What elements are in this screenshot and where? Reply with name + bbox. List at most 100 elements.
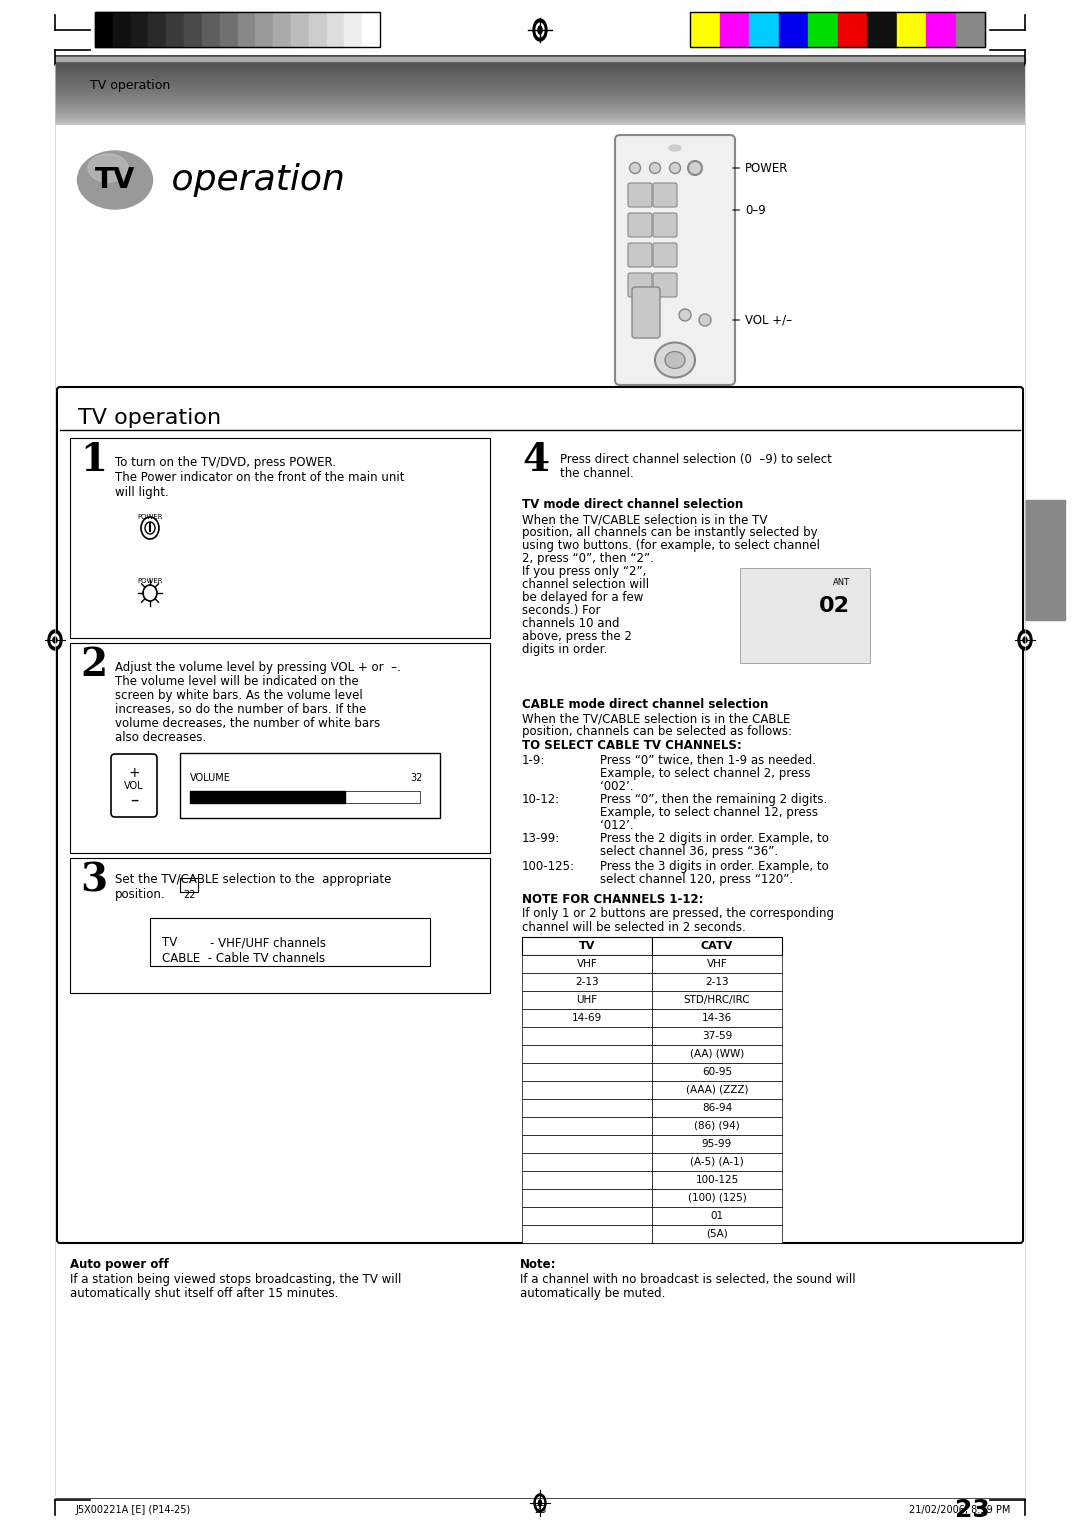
- Text: If only 1 or 2 buttons are pressed, the corresponding: If only 1 or 2 buttons are pressed, the …: [522, 908, 834, 920]
- Ellipse shape: [539, 1500, 541, 1507]
- FancyBboxPatch shape: [111, 753, 157, 817]
- Text: TO SELECT CABLE TV CHANNELS:: TO SELECT CABLE TV CHANNELS:: [522, 740, 742, 752]
- Text: VOL: VOL: [124, 781, 144, 792]
- Text: automatically shut itself off after 15 minutes.: automatically shut itself off after 15 m…: [70, 1287, 338, 1300]
- Ellipse shape: [679, 309, 691, 321]
- Text: VHF: VHF: [577, 960, 597, 969]
- Bar: [837, 12, 867, 47]
- Text: –: –: [130, 792, 138, 808]
- Text: (A-5) (A-1): (A-5) (A-1): [690, 1157, 744, 1167]
- Text: Set the TV/CABLE selection to the  appropriate: Set the TV/CABLE selection to the approp…: [114, 872, 391, 886]
- Bar: [219, 12, 238, 47]
- Bar: [190, 792, 345, 804]
- Text: TV operation: TV operation: [78, 408, 221, 428]
- Text: ‘012’.: ‘012’.: [600, 819, 634, 833]
- Text: The volume level will be indicated on the: The volume level will be indicated on th…: [114, 675, 359, 688]
- Text: screen by white bars. As the volume level: screen by white bars. As the volume leve…: [114, 689, 363, 701]
- Ellipse shape: [534, 18, 546, 41]
- Text: position, all channels can be instantly selected by: position, all channels can be instantly …: [522, 526, 818, 539]
- Text: channel selection will: channel selection will: [522, 578, 649, 591]
- Text: TV: TV: [162, 937, 177, 949]
- Text: If you press only “2”,: If you press only “2”,: [522, 565, 646, 578]
- Text: 37-59: 37-59: [702, 1031, 732, 1041]
- Bar: [690, 12, 985, 47]
- Bar: [95, 12, 112, 47]
- Ellipse shape: [669, 145, 681, 151]
- Bar: [652, 1099, 782, 1117]
- Bar: [926, 12, 956, 47]
- Bar: [652, 955, 782, 973]
- Text: the channel.: the channel.: [561, 468, 634, 480]
- Ellipse shape: [534, 1494, 546, 1513]
- Text: - VHF/UHF channels: - VHF/UHF channels: [210, 937, 326, 949]
- Bar: [522, 1135, 652, 1154]
- FancyBboxPatch shape: [653, 212, 677, 237]
- Text: 3: 3: [80, 860, 107, 898]
- Text: 1: 1: [80, 442, 107, 478]
- Text: VOL +/–: VOL +/–: [733, 313, 792, 327]
- Ellipse shape: [48, 630, 62, 649]
- Text: 0–9: 0–9: [733, 203, 766, 217]
- Text: STD/HRC/IRC: STD/HRC/IRC: [684, 995, 751, 1005]
- Text: 2: 2: [80, 646, 107, 685]
- Bar: [652, 1225, 782, 1242]
- Text: ‘002’.: ‘002’.: [600, 779, 634, 793]
- Bar: [522, 1063, 652, 1080]
- Bar: [70, 859, 490, 993]
- Text: (AAA) (ZZZ): (AAA) (ZZZ): [686, 1085, 748, 1096]
- Text: operation: operation: [160, 163, 345, 197]
- Bar: [652, 1045, 782, 1063]
- FancyBboxPatch shape: [653, 274, 677, 296]
- Bar: [522, 937, 652, 955]
- FancyBboxPatch shape: [632, 287, 660, 338]
- Text: Example, to select channel 2, press: Example, to select channel 2, press: [600, 767, 810, 779]
- Text: (5A): (5A): [706, 1229, 728, 1239]
- Bar: [808, 12, 837, 47]
- Bar: [522, 1225, 652, 1242]
- Text: (86) (94): (86) (94): [694, 1122, 740, 1131]
- FancyBboxPatch shape: [653, 183, 677, 206]
- Bar: [652, 1189, 782, 1207]
- FancyBboxPatch shape: [627, 212, 652, 237]
- Bar: [150, 918, 430, 966]
- Text: (100) (125): (100) (125): [688, 1193, 746, 1203]
- Text: POWER: POWER: [137, 578, 163, 584]
- Bar: [522, 1027, 652, 1045]
- Bar: [652, 973, 782, 992]
- Text: 01: 01: [711, 1212, 724, 1221]
- Ellipse shape: [1021, 634, 1029, 646]
- Text: 60-95: 60-95: [702, 1067, 732, 1077]
- Text: VOLUME: VOLUME: [190, 773, 231, 782]
- Ellipse shape: [53, 637, 57, 643]
- Bar: [238, 12, 255, 47]
- Text: 95-99: 95-99: [702, 1138, 732, 1149]
- Bar: [652, 1154, 782, 1170]
- Bar: [690, 12, 719, 47]
- Text: UHF: UHF: [577, 995, 597, 1005]
- Bar: [522, 955, 652, 973]
- Text: 14-36: 14-36: [702, 1013, 732, 1024]
- Bar: [255, 12, 273, 47]
- Text: Note:: Note:: [519, 1258, 556, 1271]
- Text: 100-125: 100-125: [696, 1175, 739, 1186]
- Text: volume decreases, the number of white bars: volume decreases, the number of white ba…: [114, 717, 380, 730]
- Bar: [522, 1008, 652, 1027]
- Text: 13-99:: 13-99:: [522, 833, 561, 845]
- Bar: [202, 12, 219, 47]
- Text: POWER: POWER: [733, 162, 788, 174]
- Text: above, press the 2: above, press the 2: [522, 630, 632, 643]
- Bar: [345, 12, 362, 47]
- Bar: [652, 1080, 782, 1099]
- Ellipse shape: [688, 160, 702, 176]
- Bar: [291, 12, 309, 47]
- Bar: [522, 1045, 652, 1063]
- Text: The Power indicator on the front of the main unit: The Power indicator on the front of the …: [114, 471, 405, 484]
- Bar: [180, 753, 440, 817]
- Text: J5X00221A [E] (P14-25): J5X00221A [E] (P14-25): [75, 1505, 190, 1514]
- Bar: [522, 1189, 652, 1207]
- Text: also decreases.: also decreases.: [114, 730, 206, 744]
- Text: 2, press “0”, then “2”.: 2, press “0”, then “2”.: [522, 552, 653, 565]
- Text: Press the 3 digits in order. Example, to: Press the 3 digits in order. Example, to: [600, 860, 828, 872]
- Text: If a station being viewed stops broadcasting, the TV will: If a station being viewed stops broadcas…: [70, 1273, 402, 1287]
- Text: channels 10 and: channels 10 and: [522, 617, 620, 630]
